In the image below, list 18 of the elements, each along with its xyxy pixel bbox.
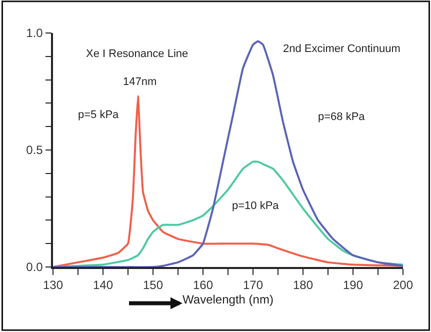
x-tick-label: 170	[242, 278, 264, 292]
annotation: p=68 kPa	[318, 111, 366, 123]
x-tick-label: 180	[292, 278, 314, 292]
x-axis-title: Wavelength (nm)	[182, 292, 274, 307]
x-tick-label: 140	[92, 278, 114, 292]
annotation: 2nd Excimer Continuum	[283, 43, 400, 55]
x-tick-label: 190	[342, 278, 364, 292]
y-tick-label: 0.5	[26, 143, 44, 158]
annotation: p=10 kPa	[232, 200, 280, 212]
annotation: Xe I Resonance Line	[86, 48, 188, 60]
annotation: p=5 kPa	[78, 109, 120, 121]
y-tick-label: 1.0	[26, 26, 44, 40]
x-tick-label: 150	[142, 278, 164, 292]
y-tick-label: 0.0	[26, 260, 44, 274]
x-tick-label: 200	[392, 278, 414, 292]
annotation: 147nm	[123, 76, 157, 88]
x-tick-label: 130	[42, 278, 64, 292]
x-tick-label: 160	[192, 278, 214, 292]
